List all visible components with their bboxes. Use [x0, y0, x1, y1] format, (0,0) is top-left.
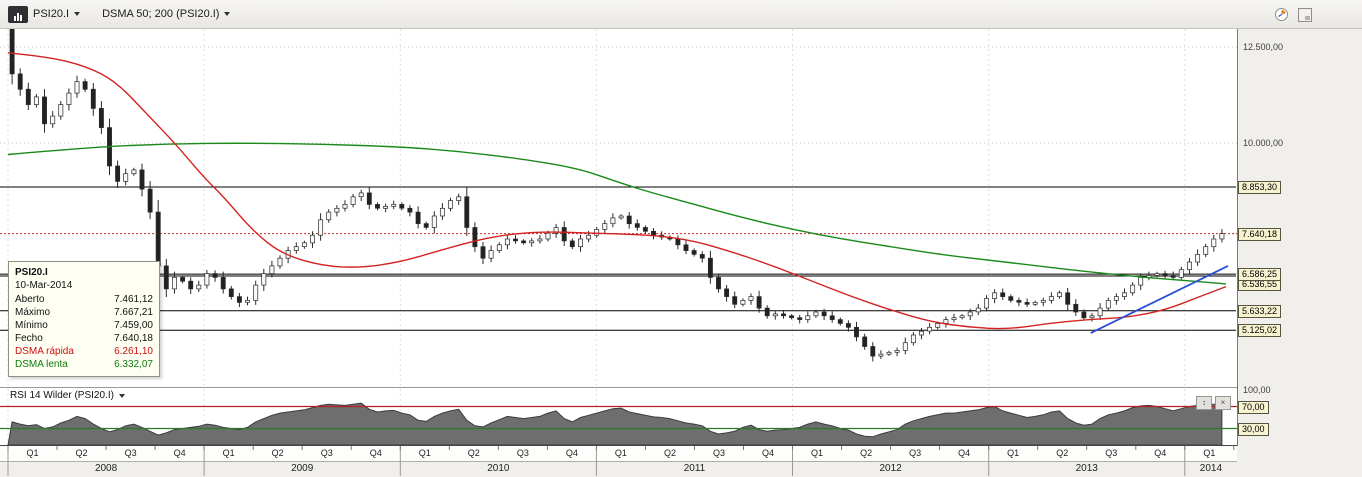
rsi-marker-label: 70,00 — [1238, 400, 1269, 414]
quarter-label: Q4 — [762, 448, 775, 458]
rsi-chart-pane[interactable] — [0, 388, 1237, 446]
year-label: 2010 — [487, 463, 510, 474]
tooltip-row-ma-slow: DSMA lenta 6.332,07 — [15, 358, 153, 371]
tooltip-value: 7.667,21 — [114, 307, 153, 318]
quarter-label: Q1 — [26, 448, 39, 458]
chart-toolbar: PSI20.I DSMA 50; 200 (PSI20.I) — [0, 0, 1362, 29]
tooltip-value: 7.459,00 — [114, 320, 153, 331]
tooltip-row-low: Mínimo 7.459,00 — [15, 319, 153, 332]
quarter-label: Q1 — [614, 448, 627, 458]
tooltip-row-high: Máximo 7.667,21 — [15, 306, 153, 319]
tooltip-row-ma-fast: DSMA rápida 6.261,10 — [15, 345, 153, 358]
quarter-label: Q1 — [222, 448, 235, 458]
chevron-down-icon — [118, 393, 125, 398]
symbol-label: PSI20.I — [33, 8, 70, 20]
tooltip-symbol: PSI20.I — [15, 267, 48, 278]
chevron-down-icon — [74, 12, 81, 16]
price-marker-label: 6.586,25 — [1238, 268, 1282, 282]
year-label: 2009 — [291, 463, 314, 474]
quarter-axis-strip — [0, 446, 1237, 461]
year-label: 2013 — [1075, 463, 1098, 474]
quarter-label: Q4 — [565, 448, 578, 458]
quarter-label: Q3 — [320, 448, 333, 458]
year-label: 2012 — [879, 463, 902, 474]
price-marker-label: 7.640,18 — [1238, 227, 1282, 241]
tooltip-value: 6.332,07 — [114, 359, 153, 370]
rsi-close-icon[interactable]: × — [1215, 396, 1231, 410]
quarter-label: Q3 — [909, 448, 922, 458]
instrument-icon — [8, 5, 28, 23]
tooltip-row-close: Fecho 7.640,18 — [15, 332, 153, 345]
year-axis-strip — [0, 461, 1237, 477]
rsi-indicator-selector[interactable]: RSI 14 Wilder (PSI20.I) — [10, 390, 125, 401]
tooltip-date: 10-Mar-2014 — [15, 280, 73, 291]
price-gridline-label: 12.500,00 — [1243, 42, 1284, 52]
tooltip-label: Máximo — [15, 307, 51, 318]
quarter-label: Q2 — [467, 448, 480, 458]
tooltip-value: 7.461,12 — [114, 294, 153, 305]
quarter-label: Q2 — [860, 448, 873, 458]
tooltip-label: DSMA lenta — [15, 359, 68, 370]
rsi-resize-icon[interactable]: ↕ — [1196, 396, 1212, 410]
layout-icon[interactable] — [1298, 7, 1312, 22]
quarter-label: Q1 — [811, 448, 824, 458]
tooltip-value: 6.261,10 — [114, 346, 153, 357]
quarter-label: Q3 — [124, 448, 137, 458]
tooltip-value: 7.640,18 — [114, 333, 153, 344]
indicator-label: DSMA 50; 200 (PSI20.I) — [102, 8, 220, 20]
tooltip-label: Fecho — [15, 333, 43, 344]
clock-icon[interactable] — [1274, 7, 1289, 22]
quarter-label: Q2 — [271, 448, 284, 458]
year-label: 2008 — [94, 463, 118, 474]
rsi-marker-label: 30,00 — [1238, 422, 1269, 436]
chevron-down-icon — [224, 12, 231, 16]
rsi-gridline-label: 100,00 — [1243, 385, 1271, 395]
quarter-label: Q1 — [418, 448, 431, 458]
quarter-label: Q2 — [663, 448, 676, 458]
price-marker-label: 5.633,22 — [1238, 304, 1282, 318]
rsi-panel-title: RSI 14 Wilder (PSI20.I) — [10, 390, 114, 401]
year-label: 2011 — [683, 463, 706, 474]
quarter-label: Q3 — [712, 448, 725, 458]
price-marker-label: 8.853,30 — [1238, 181, 1282, 195]
quarter-label: Q4 — [369, 448, 382, 458]
quarter-label: Q4 — [958, 448, 971, 458]
quarter-label: Q1 — [1203, 448, 1216, 458]
symbol-selector[interactable]: PSI20.I — [0, 0, 88, 28]
tooltip-label: Aberto — [15, 294, 45, 305]
year-label: 2014 — [1199, 463, 1223, 474]
quote-tooltip: PSI20.I 10-Mar-2014 Aberto 7.461,12 Máxi… — [8, 261, 160, 377]
quarter-label: Q1 — [1007, 448, 1020, 458]
quarter-label: Q4 — [1154, 448, 1167, 458]
price-gridline-label: 10.000,00 — [1243, 138, 1284, 148]
tooltip-label: DSMA rápida — [15, 346, 74, 357]
indicator-selector[interactable]: DSMA 50; 200 (PSI20.I) — [94, 0, 238, 28]
quarter-label: Q4 — [173, 448, 186, 458]
quarter-label: Q2 — [1056, 448, 1069, 458]
toolbar-right-icons — [1274, 7, 1312, 22]
quarter-label: Q3 — [516, 448, 529, 458]
price-marker-label: 5.125,02 — [1238, 324, 1282, 338]
tooltip-row-open: Aberto 7.461,12 — [15, 293, 153, 306]
rsi-panel-icons: ↕ × — [1196, 396, 1231, 410]
quarter-label: Q2 — [75, 448, 88, 458]
price-chart-pane[interactable] — [0, 28, 1237, 388]
quarter-label: Q3 — [1105, 448, 1118, 458]
tooltip-label: Mínimo — [15, 320, 48, 331]
